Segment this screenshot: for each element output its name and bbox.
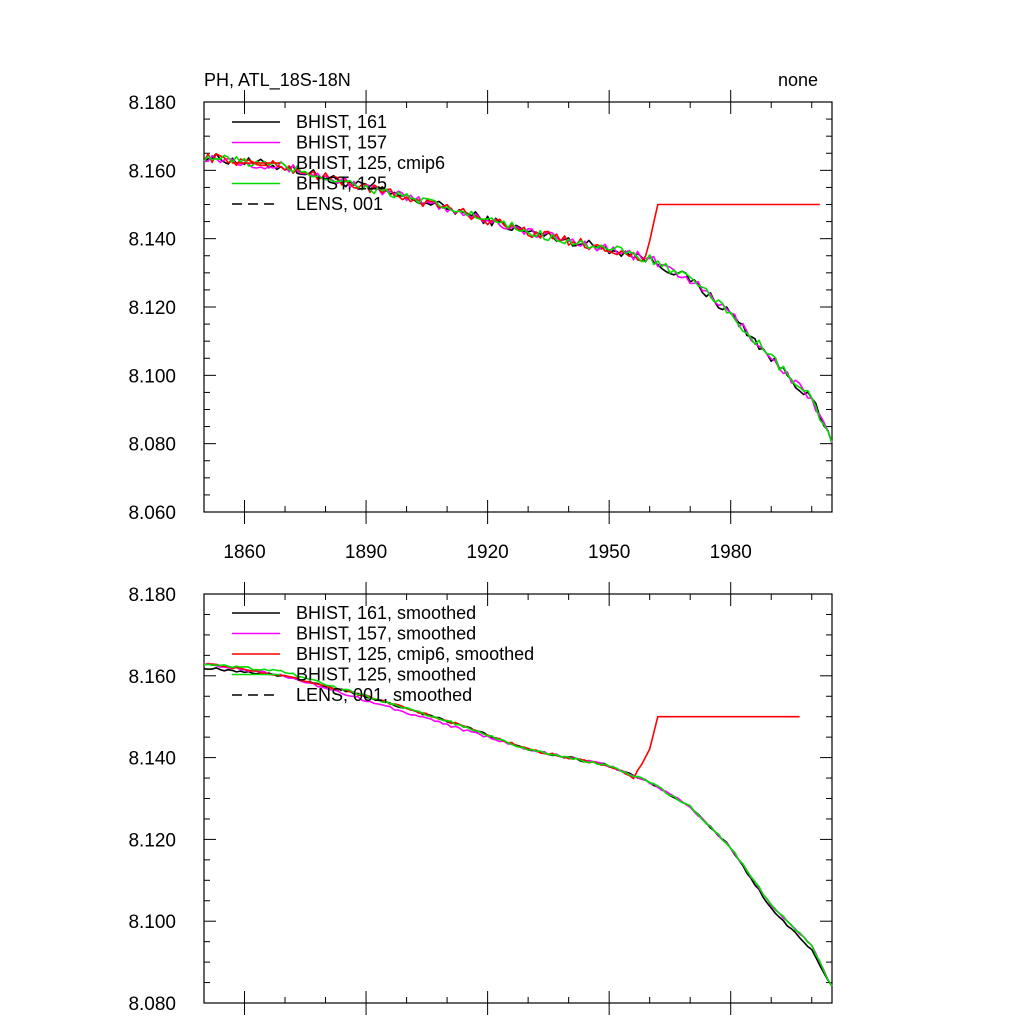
x-tick-label: 1950 [588, 542, 630, 563]
legend-label: BHIST, 125 [296, 174, 387, 194]
series-line-0 [203, 666, 833, 987]
legend-label: LENS, 001 [296, 194, 383, 214]
y-tick-label: 8.160 [128, 667, 176, 688]
legend-label: BHIST, 157 [296, 133, 387, 153]
panel-top: 1860 1890 1920 1950 1980 8.060 8.080 8.100 8.120… [128, 90, 833, 563]
series-line-3 [203, 154, 833, 443]
legend-label: BHIST, 125, smoothed [296, 665, 476, 685]
title-right: none [778, 70, 818, 90]
y-tick-label: 8.120 [128, 298, 176, 319]
panel-bottom: 8.080 8.100 8.120 8.140 8.160 8.180 BHIST, 161… [128, 582, 833, 1015]
y-tick-label: 8.180 [128, 585, 176, 606]
y-tick-label: 8.160 [128, 161, 176, 182]
legend-label: BHIST, 125, cmip6, smoothed [296, 644, 534, 664]
series-line-1 [203, 662, 833, 987]
x-tick-label: 1860 [223, 542, 265, 563]
series-line-2 [203, 663, 800, 780]
legend-label: BHIST, 157, smoothed [296, 624, 476, 644]
legend-label: BHIST, 161 [296, 112, 387, 132]
y-tick-label: 8.080 [128, 435, 176, 456]
y-tick-label: 8.080 [128, 994, 176, 1015]
y-tick-label: 8.120 [128, 830, 176, 851]
y-tick-label: 8.100 [128, 366, 176, 387]
y-tick-label: 8.060 [128, 503, 176, 524]
y-tick-label: 8.140 [128, 749, 176, 770]
x-tick-label: 1980 [710, 542, 752, 563]
y-tick-label: 8.100 [128, 912, 176, 933]
legend-label: BHIST, 161, smoothed [296, 603, 476, 623]
y-tick-label: 8.140 [128, 230, 176, 251]
legend-label: LENS, 001, smoothed [296, 685, 472, 705]
x-tick-label: 1890 [345, 542, 387, 563]
series-line-3 [203, 663, 833, 987]
y-tick-label: 8.180 [128, 93, 176, 114]
x-tick-label: 1920 [466, 542, 508, 563]
title-left: PH, ATL_18S-18N [204, 70, 351, 91]
legend-label: BHIST, 125, cmip6 [296, 153, 445, 173]
